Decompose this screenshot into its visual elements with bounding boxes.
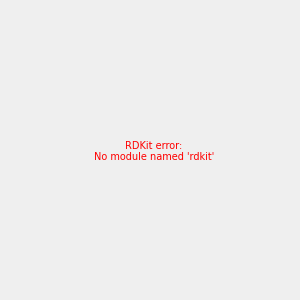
Text: RDKit error:
No module named 'rdkit': RDKit error: No module named 'rdkit' (94, 141, 214, 162)
